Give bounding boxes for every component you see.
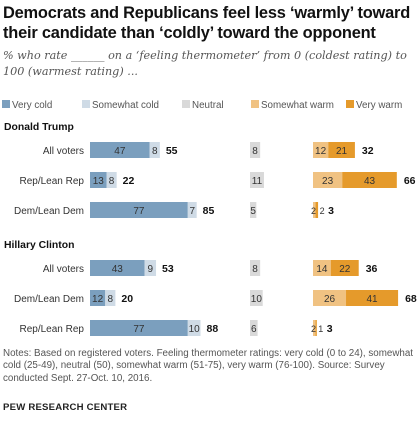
bar-very-cold — [90, 290, 106, 306]
bar-somewhat-cold — [187, 202, 197, 218]
label-somewhat-cold: 8 — [152, 146, 158, 157]
label-neutral: 11 — [252, 176, 263, 187]
label-cold-total: 55 — [166, 145, 178, 157]
row-label: All voters — [43, 146, 84, 157]
bar-somewhat-warm — [313, 142, 329, 158]
label-neutral: 5 — [250, 206, 256, 217]
label-very-warm: 1 — [318, 324, 323, 334]
bar-very-cold — [90, 260, 145, 276]
label-warm-total: 3 — [328, 205, 334, 217]
group-title: Hillary Clinton — [4, 240, 74, 251]
label-somewhat-warm: 26 — [324, 294, 336, 305]
legend-label-neutral: Neutral — [192, 100, 224, 111]
label-very-cold: 77 — [133, 324, 145, 335]
bar-very-warm — [330, 260, 359, 276]
bar-somewhat-warm — [313, 202, 316, 218]
label-neutral: 8 — [252, 146, 258, 157]
bar-very-warm — [315, 320, 317, 336]
bar-somewhat-cold — [187, 320, 201, 336]
bar-very-warm — [346, 290, 399, 306]
label-very-cold: 13 — [93, 176, 105, 187]
bar-somewhat-warm — [313, 290, 347, 306]
label-cold-total: 85 — [203, 205, 215, 217]
label-warm-total: 66 — [404, 175, 416, 187]
label-somewhat-cold: 7 — [189, 206, 195, 217]
bar-somewhat-warm — [313, 172, 343, 188]
bar-neutral — [250, 202, 257, 218]
label-warm-total: 68 — [405, 293, 417, 305]
legend-label-very-cold: Very cold — [12, 100, 52, 111]
chart-notes: Notes: Based on registered voters. Feeli… — [3, 348, 414, 384]
source-label: PEW RESEARCH CENTER — [3, 402, 128, 413]
label-somewhat-cold: 10 — [189, 324, 201, 335]
label-very-cold: 12 — [92, 294, 104, 305]
bar-neutral — [250, 172, 264, 188]
legend-swatch-neutral — [182, 100, 190, 108]
legend-label-very-warm: Very warm — [356, 100, 402, 111]
legend-label-somewhat-cold: Somewhat cold — [92, 100, 159, 111]
label-very-cold: 77 — [133, 206, 145, 217]
label-very-cold: 47 — [114, 146, 126, 157]
bar-very-cold — [90, 320, 188, 336]
bar-very-warm — [315, 202, 319, 218]
row-label: Rep/Lean Rep — [20, 324, 85, 335]
legend-label-somewhat-warm: Somewhat warm — [261, 100, 334, 111]
row-label: Dem/Lean Dem — [14, 294, 84, 305]
bar-somewhat-cold — [106, 172, 117, 188]
label-very-warm: 41 — [366, 294, 378, 305]
bar-very-cold — [90, 202, 188, 218]
label-warm-total: 36 — [366, 263, 378, 275]
row-label: Dem/Lean Dem — [14, 206, 84, 217]
legend-swatch-very-warm — [346, 100, 354, 108]
bar-neutral — [250, 320, 258, 336]
label-warm-total: 32 — [362, 145, 374, 157]
label-warm-total: 3 — [327, 323, 333, 335]
label-cold-total: 20 — [121, 293, 133, 305]
bar-very-warm — [342, 172, 397, 188]
label-very-warm: 22 — [339, 264, 351, 275]
label-somewhat-cold: 9 — [148, 264, 154, 275]
label-very-warm: 43 — [364, 176, 376, 187]
bar-neutral — [250, 142, 261, 158]
label-very-cold: 43 — [112, 264, 124, 275]
bar-very-warm — [328, 142, 355, 158]
label-very-warm: 21 — [336, 146, 348, 157]
legend-swatch-somewhat-cold — [82, 100, 90, 108]
chart-title: Democrats and Republicans feel less ‘war… — [3, 4, 411, 42]
label-somewhat-warm: 2 — [311, 206, 316, 216]
bar-very-cold — [90, 142, 150, 158]
label-somewhat-warm: 23 — [322, 176, 334, 187]
legend-swatch-somewhat-warm — [251, 100, 259, 108]
group-title: Donald Trump — [4, 122, 74, 133]
bar-neutral — [250, 290, 263, 306]
label-cold-total: 88 — [206, 323, 218, 335]
label-somewhat-warm: 12 — [315, 146, 327, 157]
label-cold-total: 22 — [123, 175, 135, 187]
bar-somewhat-cold — [105, 290, 116, 306]
bar-very-cold — [90, 172, 107, 188]
label-somewhat-warm: 2 — [311, 324, 316, 334]
bar-somewhat-cold — [149, 142, 160, 158]
label-somewhat-cold: 8 — [109, 176, 115, 187]
row-label: Rep/Lean Rep — [20, 176, 85, 187]
bar-somewhat-warm — [313, 260, 331, 276]
label-very-warm: 2 — [320, 206, 325, 216]
label-neutral: 10 — [251, 294, 263, 305]
bar-neutral — [250, 260, 261, 276]
row-label: All voters — [43, 264, 84, 275]
label-neutral: 8 — [252, 264, 258, 275]
chart-subtitle: % who rate ______ on a ‘feeling thermome… — [3, 49, 407, 78]
bar-somewhat-cold — [144, 260, 157, 276]
stacked-bar-chart: Very cold Somewhat cold Neutral Somewhat wa… — [2, 100, 417, 336]
label-neutral: 6 — [251, 324, 257, 335]
legend-swatch-very-cold — [2, 100, 10, 108]
label-somewhat-warm: 14 — [316, 264, 328, 275]
label-cold-total: 53 — [162, 263, 174, 275]
label-somewhat-cold: 8 — [108, 294, 114, 305]
bar-somewhat-warm — [313, 320, 316, 336]
